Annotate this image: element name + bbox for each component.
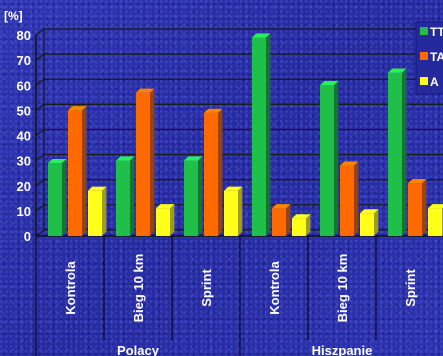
bar-top bbox=[388, 68, 407, 73]
legend-swatch bbox=[420, 27, 428, 35]
y-tick-label: 10 bbox=[17, 204, 31, 219]
bar bbox=[388, 72, 402, 236]
bar-side bbox=[266, 33, 271, 236]
bar bbox=[408, 183, 422, 236]
legend-swatch bbox=[420, 77, 428, 85]
bar bbox=[48, 163, 62, 236]
gridline bbox=[35, 179, 443, 187]
bar-side bbox=[102, 186, 107, 236]
y-tick-label: 0 bbox=[24, 229, 31, 244]
bar bbox=[68, 110, 82, 236]
bar-side bbox=[238, 186, 243, 236]
bar-top bbox=[408, 179, 427, 184]
gridline bbox=[35, 28, 443, 36]
group-label: Hiszpanie bbox=[312, 343, 373, 356]
bar bbox=[360, 213, 374, 236]
bar-side bbox=[402, 68, 407, 236]
gridline bbox=[35, 154, 443, 162]
y-tick-label: 30 bbox=[17, 154, 31, 169]
bar-top bbox=[136, 88, 155, 93]
bar-side bbox=[150, 88, 155, 237]
bar-top bbox=[88, 186, 107, 191]
category-label: Bieg 10 km bbox=[131, 254, 146, 323]
bar-side bbox=[170, 204, 175, 236]
bar-top bbox=[292, 214, 311, 219]
bar-side bbox=[422, 179, 427, 236]
gridline bbox=[35, 53, 443, 61]
legend-label: A bbox=[430, 75, 439, 89]
legend-label: TA bbox=[430, 50, 443, 64]
gridline bbox=[35, 78, 443, 86]
bar bbox=[340, 165, 354, 236]
bar bbox=[224, 190, 238, 236]
bar-top bbox=[204, 108, 223, 113]
bar-side bbox=[374, 209, 379, 236]
bar-side bbox=[130, 156, 135, 236]
gridline bbox=[35, 103, 443, 111]
bar bbox=[292, 218, 306, 236]
legend-swatch bbox=[420, 52, 428, 60]
bar bbox=[252, 37, 266, 237]
y-tick-label: 50 bbox=[17, 103, 31, 118]
bar bbox=[320, 85, 334, 236]
bar-top bbox=[320, 81, 339, 86]
gridline bbox=[35, 128, 443, 136]
bar-top bbox=[360, 209, 379, 214]
bar-top bbox=[156, 204, 175, 209]
bar bbox=[156, 208, 170, 236]
bar-side bbox=[286, 204, 291, 236]
bar-side bbox=[354, 161, 359, 236]
y-tick-label: 60 bbox=[17, 78, 31, 93]
category-label: Sprint bbox=[199, 269, 214, 307]
bar-top bbox=[428, 204, 443, 209]
y-tick-label: 70 bbox=[17, 53, 31, 68]
bar-top bbox=[340, 161, 359, 166]
bar-side bbox=[82, 106, 87, 236]
y-tick-label: 20 bbox=[17, 179, 31, 194]
bar-top bbox=[252, 33, 271, 38]
bar-side bbox=[218, 108, 223, 236]
bar-top bbox=[68, 106, 87, 111]
y-axis-unit: [%] bbox=[4, 9, 23, 23]
bar-side bbox=[198, 156, 203, 236]
bar bbox=[136, 92, 150, 236]
bar-side bbox=[306, 214, 311, 236]
y-tick-label: 80 bbox=[17, 28, 31, 43]
bar bbox=[204, 112, 218, 236]
bar-top bbox=[224, 186, 243, 191]
bar bbox=[272, 208, 286, 236]
bar-top bbox=[48, 158, 67, 164]
legend-label: TT bbox=[430, 25, 443, 39]
bar-side bbox=[62, 158, 67, 236]
category-label: Kontrola bbox=[63, 261, 78, 315]
bar-side bbox=[334, 81, 339, 236]
bar-top bbox=[184, 156, 203, 161]
bar-top bbox=[272, 204, 291, 209]
bar bbox=[184, 160, 198, 236]
bar bbox=[88, 190, 102, 236]
category-label: Bieg 10 km bbox=[335, 254, 350, 323]
category-label: Kontrola bbox=[267, 261, 282, 315]
bar bbox=[116, 160, 130, 236]
category-label: Sprint bbox=[403, 269, 418, 307]
y-tick-label: 40 bbox=[17, 129, 31, 144]
group-label: Polacy bbox=[117, 343, 160, 356]
bar-top bbox=[116, 156, 135, 161]
bar bbox=[428, 208, 442, 236]
